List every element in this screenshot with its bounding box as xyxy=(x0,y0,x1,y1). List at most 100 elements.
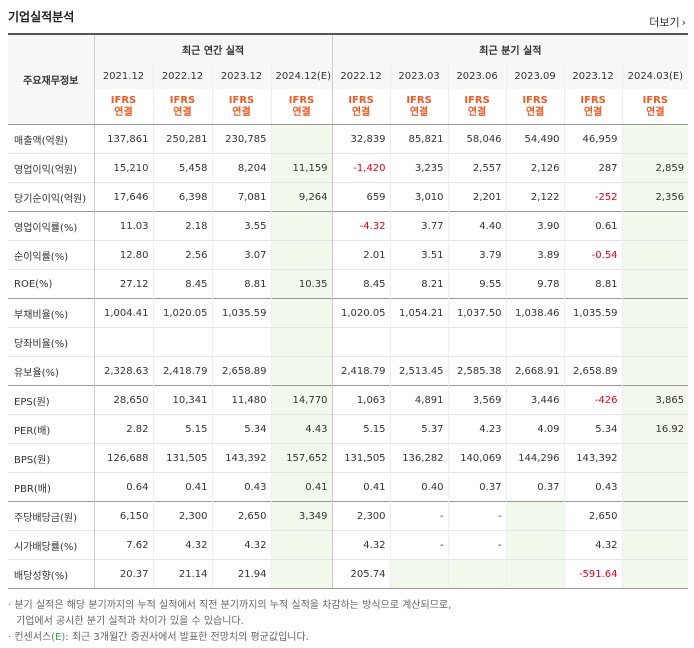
table-cell xyxy=(505,559,565,589)
table-cell: 205.74 xyxy=(331,559,391,589)
period-header: 2022.12 xyxy=(331,63,391,89)
row-label[interactable]: BPS(원) xyxy=(8,443,94,473)
table-cell: 7.62 xyxy=(93,530,153,560)
table-cell: 6,150 xyxy=(93,501,153,531)
row-label[interactable]: 영업이익(억원) xyxy=(8,153,94,183)
table-cell: 8.81 xyxy=(211,269,271,299)
table-row: 주당배당금(원) 6,150 2,300 2,650 3,349 2,300- -2,650 xyxy=(8,501,689,531)
more-link[interactable]: 더보기 › xyxy=(649,14,686,30)
table-row: 영업이익률(%) 11.03 2.18 3.55 -4.32 3.77 4.40 3.90 0.… xyxy=(8,211,689,241)
row-label[interactable]: 주당배당금(원) xyxy=(8,501,94,531)
table-row: 부채비율(%) 1,004.41 1,020.05 1,035.59 1,020.05 1… xyxy=(8,298,689,328)
row-label[interactable]: 매출액(억원) xyxy=(8,124,94,154)
table-cell: -252 xyxy=(563,182,623,212)
table-cell: 11.03 xyxy=(93,211,153,241)
more-label: 더보기 xyxy=(649,16,680,29)
table-cell: 1,035.59 xyxy=(563,298,623,328)
table-cell: 21.94 xyxy=(211,559,271,589)
table-cell: 137,861 xyxy=(93,124,153,154)
table-cell xyxy=(270,327,333,357)
row-label[interactable]: 당기순이익(억원) xyxy=(8,182,94,212)
table-cell: 12.80 xyxy=(93,240,153,270)
ifrs-badge: IFRS 연결 xyxy=(152,89,212,125)
table-cell xyxy=(270,530,333,560)
table-cell: 32,839 xyxy=(331,124,391,154)
row-label[interactable]: 유보율(%) xyxy=(8,356,94,386)
row-label[interactable]: 당좌비율(%) xyxy=(8,327,94,357)
table-cell xyxy=(447,559,507,589)
table-cell: 2,658.89 xyxy=(563,356,623,386)
table-cell: 140,069 xyxy=(447,443,507,473)
ifrs-badge: IFRS 연결 xyxy=(563,89,623,125)
financial-table: 주요재무정보 최근 연간 실적 최근 분기 실적 2021.12 2022.12 2023… xyxy=(8,33,689,589)
table-cell: 131,505 xyxy=(331,443,391,473)
table-cell xyxy=(505,327,565,357)
table-cell xyxy=(270,559,333,589)
table-cell: 11,480 xyxy=(211,385,271,415)
table-cell: 46,959 xyxy=(563,124,623,154)
row-label[interactable]: 부채비율(%) xyxy=(8,298,94,328)
row-label[interactable]: PBR(배) xyxy=(8,472,94,502)
row-label[interactable]: 순이익률(%) xyxy=(8,240,94,270)
table-cell: 2,201 xyxy=(447,182,507,212)
period-header: 2021.12 xyxy=(93,63,153,89)
table-cell: 2,557 xyxy=(447,153,507,183)
table-cell: 10,341 xyxy=(152,385,212,415)
table-cell: 2,650 xyxy=(563,501,623,531)
table-cell: -591.64 xyxy=(563,559,623,589)
table-cell: 2,300 xyxy=(331,501,391,531)
table-cell: - xyxy=(389,530,449,560)
table-cell xyxy=(270,124,333,154)
table-cell: 143,392 xyxy=(563,443,623,473)
table-cell: -1,420 xyxy=(331,153,391,183)
table-cell xyxy=(621,472,689,502)
table-cell: 1,035.59 xyxy=(211,298,271,328)
ifrs-badge: IFRS 연결 xyxy=(270,89,333,125)
table-cell xyxy=(621,124,689,154)
row-label[interactable]: 영업이익률(%) xyxy=(8,211,94,241)
note-quarterly-2: 기업에서 공시한 분기 실적과 차이가 있을 수 있습니다. xyxy=(16,616,244,627)
row-label[interactable]: EPS(원) xyxy=(8,385,94,415)
row-label[interactable]: ROE(%) xyxy=(8,269,94,299)
table-cell: 143,392 xyxy=(211,443,271,473)
table-cell xyxy=(447,327,507,357)
table-cell: 8.45 xyxy=(331,269,391,299)
table-cell: 250,281 xyxy=(152,124,212,154)
period-header: 2023.12 xyxy=(563,63,623,89)
table-cell: 2.01 xyxy=(331,240,391,270)
table-cell: 7,081 xyxy=(211,182,271,212)
table-cell: 27.12 xyxy=(93,269,153,299)
table-cell: - xyxy=(389,501,449,531)
table-cell: 2,418.79 xyxy=(152,356,212,386)
table-cell: 58,046 xyxy=(447,124,507,154)
table-row: 유보율(%) 2,328.63 2,418.79 2,658.89 2,418.79 2,… xyxy=(8,356,689,386)
table-cell xyxy=(621,298,689,328)
ifrs-badge: IFRS 연결 xyxy=(93,89,153,125)
chevron-right-icon: › xyxy=(681,16,686,29)
table-row: 영업이익(억원) 15,210 5,458 8,204 11,159 -1,420 3,23… xyxy=(8,153,689,183)
table-cell: 4.23 xyxy=(447,414,507,444)
table-cell xyxy=(621,530,689,560)
period-header: 2023.03 xyxy=(389,63,449,89)
table-cell: - xyxy=(447,501,507,531)
table-cell xyxy=(505,530,565,560)
ifrs-badge: IFRS 연결 xyxy=(447,89,507,125)
table-cell: 3,010 xyxy=(389,182,449,212)
row-label[interactable]: 배당성향(%) xyxy=(8,559,94,589)
table-cell xyxy=(563,327,623,357)
table-cell: 8,204 xyxy=(211,153,271,183)
table-cell xyxy=(270,298,333,328)
table-cell: -426 xyxy=(563,385,623,415)
table-cell: 3,349 xyxy=(270,501,333,531)
table-cell: 4.32 xyxy=(152,530,212,560)
table-cell: 6,398 xyxy=(152,182,212,212)
table-cell: 659 xyxy=(331,182,391,212)
ifrs-badge: IFRS 연결 xyxy=(505,89,565,125)
table-cell: 3.90 xyxy=(505,211,565,241)
row-label[interactable]: 시가배당률(%) xyxy=(8,530,94,560)
row-label[interactable]: PER(배) xyxy=(8,414,94,444)
table-row: BPS(원) 126,688 131,505 143,392 157,652 131,50… xyxy=(8,443,689,473)
table-cell: 2,859 xyxy=(621,153,689,183)
period-header: 2023.12 xyxy=(211,63,271,89)
table-cell xyxy=(621,240,689,270)
